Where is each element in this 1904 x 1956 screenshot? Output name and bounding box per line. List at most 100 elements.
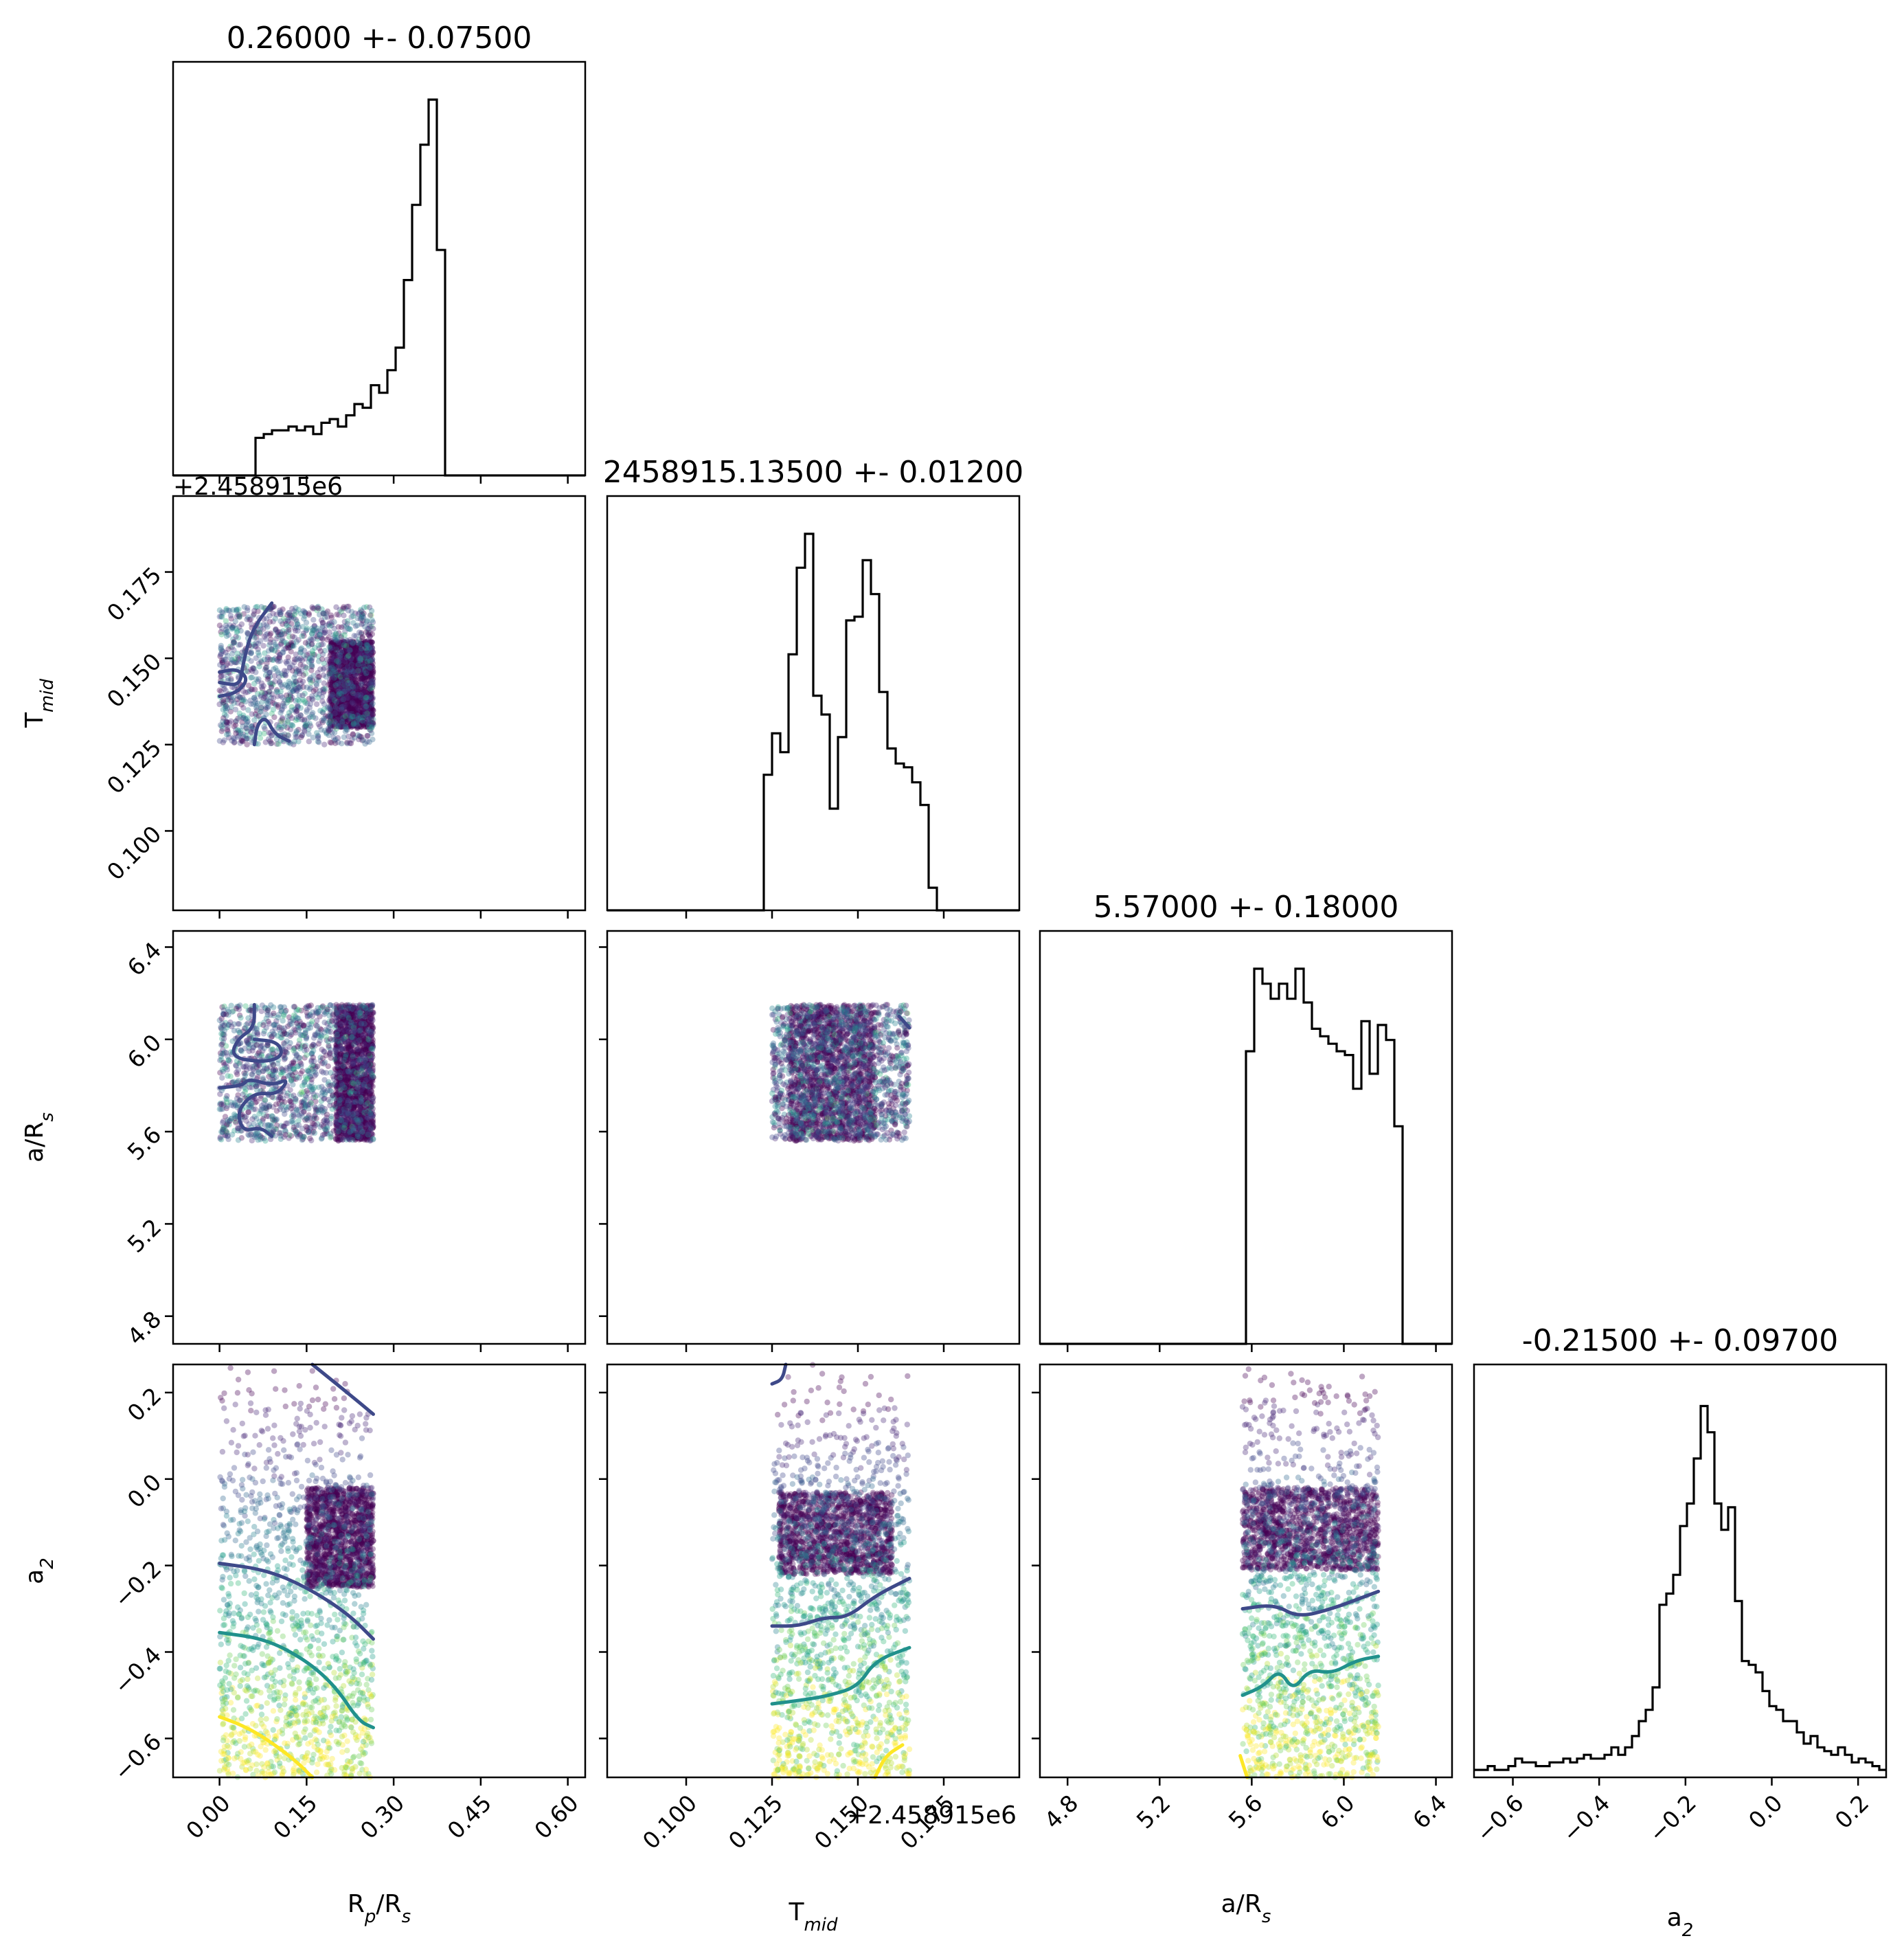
scatter-point	[345, 607, 352, 614]
scatter-point	[370, 737, 376, 743]
scatter-point	[332, 694, 338, 700]
scatter-point	[332, 644, 339, 651]
scatter-point	[291, 643, 297, 649]
scatter-point	[354, 661, 360, 667]
scatter-point	[360, 613, 366, 620]
scatter-point	[293, 728, 299, 734]
scatter-point	[267, 640, 273, 646]
scatter-point	[308, 679, 314, 686]
scatter-point	[356, 670, 362, 676]
scatter-point	[302, 721, 308, 728]
scatter-point	[259, 699, 265, 706]
scatter-point	[346, 717, 353, 724]
scatter-point	[362, 659, 369, 665]
scatter-point	[289, 715, 295, 721]
scatter-point	[251, 695, 258, 701]
scatter-point	[310, 617, 317, 623]
scatter-point	[333, 721, 339, 728]
scatter-point	[335, 695, 341, 701]
scatter-point	[357, 1027, 363, 1033]
scatter-point	[331, 1076, 337, 1082]
scatter-point	[308, 657, 315, 664]
scatter-point	[361, 712, 367, 719]
scatter-point	[359, 706, 365, 712]
scatter-point	[368, 607, 375, 614]
scatter-point	[332, 657, 338, 664]
scatter-point	[261, 723, 267, 730]
scatter-point	[333, 704, 340, 711]
scatter-point	[332, 658, 338, 665]
scatter-point	[293, 734, 299, 741]
scatter-point	[304, 1052, 310, 1058]
scatter-point	[335, 739, 341, 745]
scatter-point	[367, 663, 373, 669]
scatter-point	[309, 693, 315, 699]
scatter-point	[354, 721, 360, 728]
scatter-point	[338, 723, 344, 730]
scatter-point	[236, 614, 242, 620]
scatter-point	[258, 684, 264, 690]
scatter-point	[341, 734, 347, 741]
scatter-point	[261, 633, 267, 640]
scatter-point	[348, 719, 354, 726]
scatter-point	[256, 629, 263, 636]
scatter-point	[268, 630, 274, 637]
scatter-point	[260, 621, 267, 628]
scatter-point	[361, 1081, 367, 1088]
scatter-point	[359, 709, 365, 716]
scatter-point	[362, 639, 368, 645]
scatter-point	[308, 667, 315, 673]
scatter-point	[334, 711, 341, 717]
scatter-point	[354, 663, 361, 669]
scatter-point	[355, 649, 361, 655]
scatter-point	[355, 688, 361, 695]
scatter-point	[236, 694, 242, 700]
scatter-point	[247, 728, 254, 735]
scatter-point	[330, 639, 337, 646]
scatter-point	[336, 716, 342, 722]
scatter-point	[350, 713, 356, 720]
scatter-point	[347, 626, 353, 632]
scatter-point	[344, 660, 350, 667]
scatter-point	[361, 708, 367, 714]
scatter-point	[351, 668, 358, 675]
scatter-point	[364, 724, 371, 730]
scatter-point	[245, 707, 251, 713]
scatter-point	[363, 691, 369, 697]
scatter-point	[362, 712, 368, 719]
scatter-point	[264, 1113, 270, 1119]
scatter-point	[341, 612, 347, 618]
scatter-point	[345, 692, 352, 698]
scatter-point	[367, 681, 374, 687]
scatter-point	[331, 717, 337, 723]
scatter-point	[291, 659, 297, 666]
scatter-point	[277, 651, 283, 658]
scatter-point	[324, 614, 330, 620]
scatter-point	[364, 649, 370, 655]
scatter-point	[356, 629, 363, 636]
scatter-point	[340, 1063, 346, 1069]
scatter-point	[329, 640, 335, 646]
scatter-point	[223, 622, 229, 629]
scatter-point	[269, 740, 275, 746]
scatter-point	[367, 701, 374, 708]
scatter-point	[343, 646, 349, 652]
scatter-point	[368, 639, 375, 645]
scatter-point	[224, 705, 231, 711]
scatter-point	[359, 674, 365, 680]
scatter-point	[337, 1075, 343, 1081]
scatter-point	[218, 631, 225, 638]
scatter-point	[225, 607, 231, 614]
scatter-point	[366, 667, 372, 674]
scatter-point	[255, 649, 262, 656]
scatter-point	[361, 649, 368, 656]
scatter-point	[361, 705, 367, 712]
scatter-point	[278, 707, 285, 714]
scatter-point	[256, 713, 262, 719]
scatter-point	[343, 726, 350, 732]
scatter-point	[341, 699, 347, 706]
scatter-point	[325, 713, 331, 719]
scatter-point	[284, 719, 291, 726]
scatter-point	[279, 636, 285, 642]
